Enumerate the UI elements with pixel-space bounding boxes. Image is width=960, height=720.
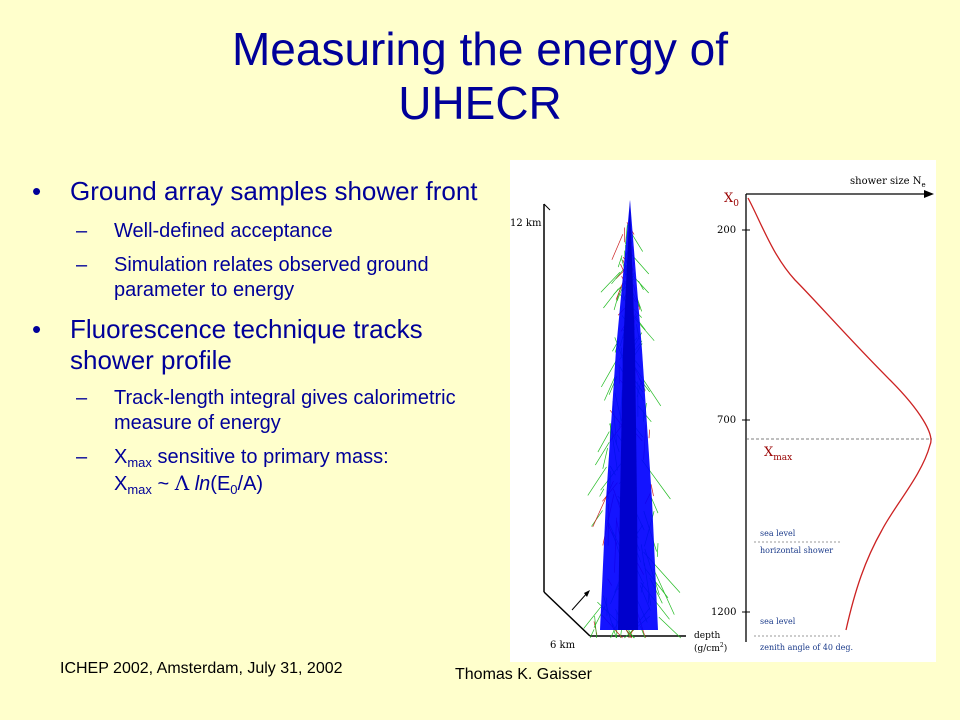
shower-track bbox=[583, 606, 602, 629]
base-axis bbox=[543, 591, 591, 637]
shower-track bbox=[602, 447, 608, 469]
shower-track bbox=[648, 429, 650, 439]
height-bottom-label: 6 km bbox=[550, 640, 576, 651]
lambda-symbol: Λ bbox=[174, 471, 190, 495]
shower-track bbox=[625, 224, 628, 245]
shower-size-label: shower size Ne bbox=[850, 176, 926, 189]
depth-tick-200: 200 bbox=[717, 225, 736, 236]
bullet-dot-icon: • bbox=[32, 176, 42, 206]
bullet-text: Ground array samples shower front bbox=[70, 176, 478, 206]
shower-track bbox=[656, 543, 659, 557]
shower-track bbox=[595, 442, 610, 466]
bullet-list: • Ground array samples shower front – We… bbox=[30, 176, 500, 498]
x0-label: X0 bbox=[724, 191, 739, 209]
shower-track bbox=[617, 255, 623, 268]
shower-track bbox=[591, 510, 603, 527]
shower-track bbox=[600, 272, 621, 293]
sub-bullet-text: Well-defined acceptance bbox=[114, 220, 333, 242]
zenith-angle-label: zenith angle of 40 deg. bbox=[760, 643, 853, 652]
footer-author: Thomas K. Gaisser bbox=[455, 666, 592, 683]
slide-title-line-2: UHECR bbox=[398, 77, 562, 129]
arrow-right-icon bbox=[924, 190, 934, 198]
arrow-head-icon bbox=[584, 590, 590, 597]
sea-level-label: sea level bbox=[760, 529, 796, 538]
sub-bullet-xmax: – Xmax sensitive to primary mass: Xmax ~ … bbox=[30, 445, 500, 498]
shower-track bbox=[600, 360, 617, 388]
footer-conference: ICHEP 2002, Amsterdam, July 31, 2002 bbox=[60, 660, 343, 677]
shower-track bbox=[587, 466, 607, 496]
air-shower-figure: 12 km 6 km 200 700 1200 shower size Ne X… bbox=[510, 160, 936, 662]
xmax-line: Xmax sensitive to primary mass: Xmax ~ Λ … bbox=[114, 446, 389, 497]
shower-track bbox=[597, 431, 610, 453]
dash-icon: – bbox=[76, 220, 88, 242]
shower-core-inner bbox=[618, 200, 638, 630]
axis-tick bbox=[543, 203, 551, 211]
sea-level-label-2: sea level bbox=[760, 617, 796, 626]
depth-label: depth bbox=[694, 631, 720, 641]
shower-track bbox=[599, 488, 605, 497]
shower-track bbox=[653, 568, 675, 615]
sub-bullet-acceptance: – Well-defined acceptance bbox=[30, 219, 500, 244]
shower-track bbox=[604, 376, 616, 401]
bullet-dot-icon: • bbox=[32, 314, 42, 344]
slide-title-line-1: Measuring the energy of bbox=[231, 23, 729, 75]
shower-track bbox=[616, 289, 622, 302]
shower-profile-curve bbox=[747, 197, 932, 631]
shower-track bbox=[642, 379, 662, 407]
shower-track bbox=[658, 616, 682, 639]
diag-arrow bbox=[571, 591, 589, 611]
depth-unit-label: (g/cm2) bbox=[694, 642, 727, 654]
bullet-ground-array: • Ground array samples shower front bbox=[30, 176, 500, 207]
shower-track bbox=[638, 280, 644, 290]
dash-icon: – bbox=[76, 254, 88, 276]
sub-bullet-text: Track-length integral gives calorimetric… bbox=[114, 387, 456, 434]
shower-track bbox=[589, 629, 595, 639]
shower-track bbox=[594, 615, 598, 639]
depth-tick-1200: 1200 bbox=[711, 607, 736, 618]
xmax-label: Xmax bbox=[764, 445, 792, 463]
sub-bullet-simulation: – Simulation relates observed ground par… bbox=[30, 253, 500, 303]
bullet-text: Fluorescence technique tracks shower pro… bbox=[70, 314, 423, 375]
dash-icon: – bbox=[76, 446, 88, 468]
slide-title: Measuring the energy of UHECR bbox=[0, 22, 960, 130]
shower-track bbox=[650, 484, 654, 497]
bullet-fluorescence: • Fluorescence technique tracks shower p… bbox=[30, 314, 500, 376]
shower-track bbox=[651, 497, 659, 514]
air-shower-diagram: 12 km 6 km 200 700 1200 shower size Ne X… bbox=[510, 176, 934, 654]
dash-icon: – bbox=[76, 387, 88, 409]
shower-track bbox=[611, 234, 624, 260]
horizontal-shower-label: horizontal shower bbox=[760, 546, 833, 555]
depth-tick-700: 700 bbox=[717, 415, 736, 426]
height-top-label: 12 km bbox=[510, 218, 542, 229]
sub-bullet-text: Simulation relates observed ground param… bbox=[114, 254, 429, 301]
sub-bullet-track-length: – Track-length integral gives calorimetr… bbox=[30, 386, 500, 436]
